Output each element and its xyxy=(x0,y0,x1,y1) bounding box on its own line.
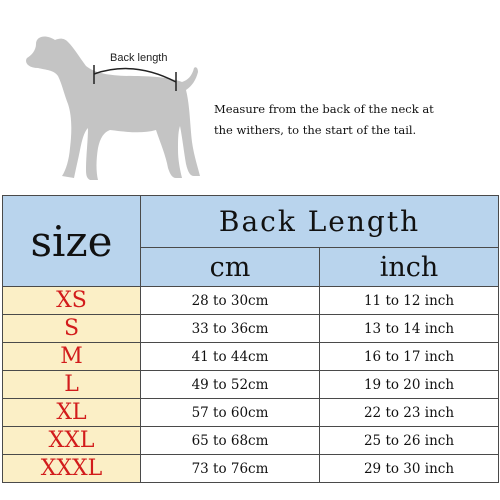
size-cell: XS xyxy=(2,286,141,315)
size-cell: XL xyxy=(2,398,141,427)
inch-cell: 19 to 20 inch xyxy=(318,370,500,399)
cm-cell: 73 to 76cm xyxy=(140,454,320,483)
table-row: XXXL 73 to 76cm 29 to 30 inch xyxy=(2,454,500,483)
inch-cell: 13 to 14 inch xyxy=(318,314,500,343)
back-length-label: Back length xyxy=(110,52,168,64)
size-cell: M xyxy=(2,342,141,371)
cm-cell: 49 to 52cm xyxy=(140,370,320,399)
table-row: L 49 to 52cm 19 to 20 inch xyxy=(2,370,500,399)
inch-cell: 25 to 26 inch xyxy=(318,426,500,455)
size-chart-table: size Back Length cm inch XS 28 to 30cm 1… xyxy=(2,194,500,483)
note-line: the withers, to the start of the tail. xyxy=(214,123,417,137)
size-cell: XXXL xyxy=(2,454,141,483)
measurement-note: Measure from the back of the neck at the… xyxy=(214,99,500,141)
cm-cell: 28 to 30cm xyxy=(140,286,320,315)
table-row: S 33 to 36cm 13 to 14 inch xyxy=(2,314,500,343)
inch-header: inch xyxy=(318,247,500,287)
inch-cell: 22 to 23 inch xyxy=(318,398,500,427)
size-cell: S xyxy=(2,314,141,343)
size-cell: XXL xyxy=(2,426,141,455)
table-row: XS 28 to 30cm 11 to 12 inch xyxy=(2,286,500,315)
cm-header: cm xyxy=(140,247,320,287)
table-row: M 41 to 44cm 16 to 17 inch xyxy=(2,342,500,371)
inch-cell: 16 to 17 inch xyxy=(318,342,500,371)
inch-cell: 29 to 30 inch xyxy=(318,454,500,483)
dog-measurement-illustration: Back length Measure from the back of the… xyxy=(0,0,500,190)
table-row: XL 57 to 60cm 22 to 23 inch xyxy=(2,398,500,427)
cm-cell: 57 to 60cm xyxy=(140,398,320,427)
size-cell: L xyxy=(2,370,141,399)
table-row: XXL 65 to 68cm 25 to 26 inch xyxy=(2,426,500,455)
note-line: Measure from the back of the neck at xyxy=(214,102,434,116)
inch-cell: 11 to 12 inch xyxy=(318,286,500,315)
back-length-header: Back Length xyxy=(139,194,500,249)
dog-silhouette-icon xyxy=(26,36,201,180)
size-header: size xyxy=(2,195,141,287)
cm-cell: 65 to 68cm xyxy=(140,426,320,455)
cm-cell: 33 to 36cm xyxy=(140,314,320,343)
cm-cell: 41 to 44cm xyxy=(140,342,320,371)
